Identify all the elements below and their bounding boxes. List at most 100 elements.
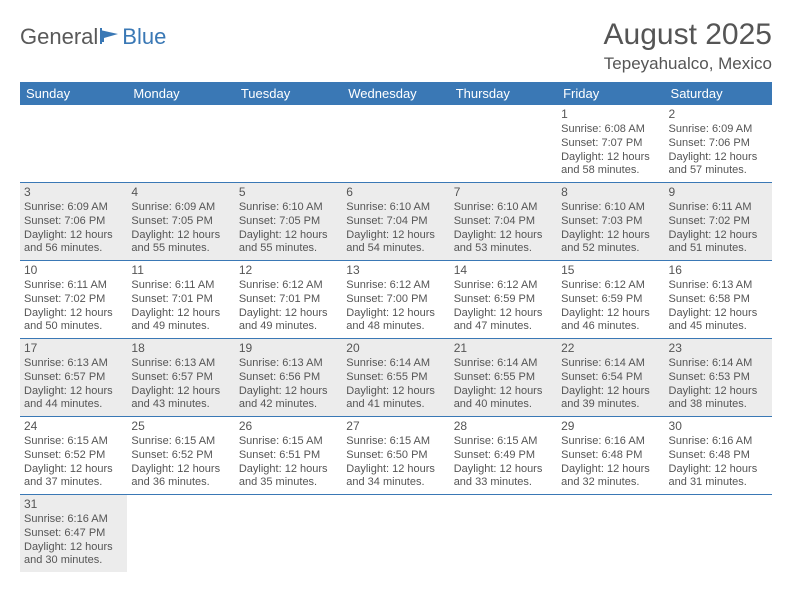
daylight-text: Daylight: 12 hours and 32 minutes. [561, 463, 660, 491]
day-number: 1 [561, 107, 660, 122]
day-cell: 18Sunrise: 6:13 AMSunset: 6:57 PMDayligh… [127, 339, 234, 417]
day-cell: 23Sunrise: 6:14 AMSunset: 6:53 PMDayligh… [665, 339, 772, 417]
sunrise-text: Sunrise: 6:15 AM [24, 435, 123, 449]
day-cell: 2Sunrise: 6:09 AMSunset: 7:06 PMDaylight… [665, 105, 772, 183]
day-number: 22 [561, 341, 660, 356]
sunrise-text: Sunrise: 6:12 AM [561, 279, 660, 293]
day-cell: 9Sunrise: 6:11 AMSunset: 7:02 PMDaylight… [665, 183, 772, 261]
sunset-text: Sunset: 6:47 PM [24, 527, 123, 541]
week-row: 31Sunrise: 6:16 AMSunset: 6:47 PMDayligh… [20, 495, 772, 573]
week-row: 3Sunrise: 6:09 AMSunset: 7:06 PMDaylight… [20, 183, 772, 261]
sunrise-text: Sunrise: 6:14 AM [346, 357, 445, 371]
sunset-text: Sunset: 7:04 PM [346, 215, 445, 229]
sunrise-text: Sunrise: 6:11 AM [669, 201, 768, 215]
day-number: 10 [24, 263, 123, 278]
day-number: 29 [561, 419, 660, 434]
day-number: 31 [24, 497, 123, 512]
day-cell: 31Sunrise: 6:16 AMSunset: 6:47 PMDayligh… [20, 495, 127, 573]
weekday-header: Friday [557, 82, 664, 105]
day-number: 9 [669, 185, 768, 200]
daylight-text: Daylight: 12 hours and 39 minutes. [561, 385, 660, 413]
day-cell: 15Sunrise: 6:12 AMSunset: 6:59 PMDayligh… [557, 261, 664, 339]
sunrise-text: Sunrise: 6:13 AM [669, 279, 768, 293]
day-cell: 3Sunrise: 6:09 AMSunset: 7:06 PMDaylight… [20, 183, 127, 261]
sunrise-text: Sunrise: 6:13 AM [239, 357, 338, 371]
day-number: 8 [561, 185, 660, 200]
sunset-text: Sunset: 7:06 PM [24, 215, 123, 229]
weekday-header: Saturday [665, 82, 772, 105]
sunset-text: Sunset: 6:52 PM [131, 449, 230, 463]
day-cell: 22Sunrise: 6:14 AMSunset: 6:54 PMDayligh… [557, 339, 664, 417]
sunrise-text: Sunrise: 6:12 AM [239, 279, 338, 293]
calendar-page: General Blue August 2025 Tepeyahualco, M… [0, 0, 792, 582]
empty-cell [665, 495, 772, 573]
title-month: August 2025 [604, 18, 772, 52]
sunset-text: Sunset: 7:01 PM [239, 293, 338, 307]
empty-cell [127, 495, 234, 573]
day-cell: 11Sunrise: 6:11 AMSunset: 7:01 PMDayligh… [127, 261, 234, 339]
calendar-table: SundayMondayTuesdayWednesdayThursdayFrid… [20, 82, 772, 572]
sunset-text: Sunset: 6:54 PM [561, 371, 660, 385]
weekday-header: Tuesday [235, 82, 342, 105]
day-number: 26 [239, 419, 338, 434]
day-number: 27 [346, 419, 445, 434]
daylight-text: Daylight: 12 hours and 47 minutes. [454, 307, 553, 335]
daylight-text: Daylight: 12 hours and 33 minutes. [454, 463, 553, 491]
sunset-text: Sunset: 7:05 PM [131, 215, 230, 229]
day-number: 28 [454, 419, 553, 434]
sunrise-text: Sunrise: 6:10 AM [454, 201, 553, 215]
empty-cell [342, 495, 449, 573]
sunset-text: Sunset: 6:59 PM [561, 293, 660, 307]
day-number: 2 [669, 107, 768, 122]
day-number: 19 [239, 341, 338, 356]
day-number: 14 [454, 263, 553, 278]
day-number: 11 [131, 263, 230, 278]
sunrise-text: Sunrise: 6:11 AM [131, 279, 230, 293]
sunrise-text: Sunrise: 6:09 AM [131, 201, 230, 215]
sunrise-text: Sunrise: 6:08 AM [561, 123, 660, 137]
daylight-text: Daylight: 12 hours and 55 minutes. [239, 229, 338, 257]
daylight-text: Daylight: 12 hours and 31 minutes. [669, 463, 768, 491]
empty-cell [20, 105, 127, 183]
daylight-text: Daylight: 12 hours and 34 minutes. [346, 463, 445, 491]
day-cell: 7Sunrise: 6:10 AMSunset: 7:04 PMDaylight… [450, 183, 557, 261]
day-cell: 27Sunrise: 6:15 AMSunset: 6:50 PMDayligh… [342, 417, 449, 495]
daylight-text: Daylight: 12 hours and 41 minutes. [346, 385, 445, 413]
logo-text-1: General [20, 24, 98, 50]
weekday-header: Thursday [450, 82, 557, 105]
day-number: 6 [346, 185, 445, 200]
sunset-text: Sunset: 7:06 PM [669, 137, 768, 151]
day-cell: 8Sunrise: 6:10 AMSunset: 7:03 PMDaylight… [557, 183, 664, 261]
daylight-text: Daylight: 12 hours and 55 minutes. [131, 229, 230, 257]
day-cell: 5Sunrise: 6:10 AMSunset: 7:05 PMDaylight… [235, 183, 342, 261]
daylight-text: Daylight: 12 hours and 54 minutes. [346, 229, 445, 257]
sunrise-text: Sunrise: 6:15 AM [454, 435, 553, 449]
day-number: 12 [239, 263, 338, 278]
week-row: 24Sunrise: 6:15 AMSunset: 6:52 PMDayligh… [20, 417, 772, 495]
day-cell: 6Sunrise: 6:10 AMSunset: 7:04 PMDaylight… [342, 183, 449, 261]
sunset-text: Sunset: 6:48 PM [669, 449, 768, 463]
calendar-head: SundayMondayTuesdayWednesdayThursdayFrid… [20, 82, 772, 105]
sunrise-text: Sunrise: 6:15 AM [239, 435, 338, 449]
sunrise-text: Sunrise: 6:09 AM [24, 201, 123, 215]
day-cell: 20Sunrise: 6:14 AMSunset: 6:55 PMDayligh… [342, 339, 449, 417]
week-row: 17Sunrise: 6:13 AMSunset: 6:57 PMDayligh… [20, 339, 772, 417]
day-cell: 14Sunrise: 6:12 AMSunset: 6:59 PMDayligh… [450, 261, 557, 339]
sunset-text: Sunset: 6:55 PM [454, 371, 553, 385]
header: General Blue August 2025 Tepeyahualco, M… [20, 18, 772, 74]
week-row: 1Sunrise: 6:08 AMSunset: 7:07 PMDaylight… [20, 105, 772, 183]
daylight-text: Daylight: 12 hours and 45 minutes. [669, 307, 768, 335]
daylight-text: Daylight: 12 hours and 43 minutes. [131, 385, 230, 413]
day-cell: 10Sunrise: 6:11 AMSunset: 7:02 PMDayligh… [20, 261, 127, 339]
day-cell: 1Sunrise: 6:08 AMSunset: 7:07 PMDaylight… [557, 105, 664, 183]
daylight-text: Daylight: 12 hours and 42 minutes. [239, 385, 338, 413]
day-number: 16 [669, 263, 768, 278]
week-row: 10Sunrise: 6:11 AMSunset: 7:02 PMDayligh… [20, 261, 772, 339]
day-number: 30 [669, 419, 768, 434]
daylight-text: Daylight: 12 hours and 53 minutes. [454, 229, 553, 257]
sunset-text: Sunset: 6:57 PM [131, 371, 230, 385]
day-cell: 4Sunrise: 6:09 AMSunset: 7:05 PMDaylight… [127, 183, 234, 261]
sunrise-text: Sunrise: 6:14 AM [561, 357, 660, 371]
day-cell: 30Sunrise: 6:16 AMSunset: 6:48 PMDayligh… [665, 417, 772, 495]
sunrise-text: Sunrise: 6:15 AM [346, 435, 445, 449]
